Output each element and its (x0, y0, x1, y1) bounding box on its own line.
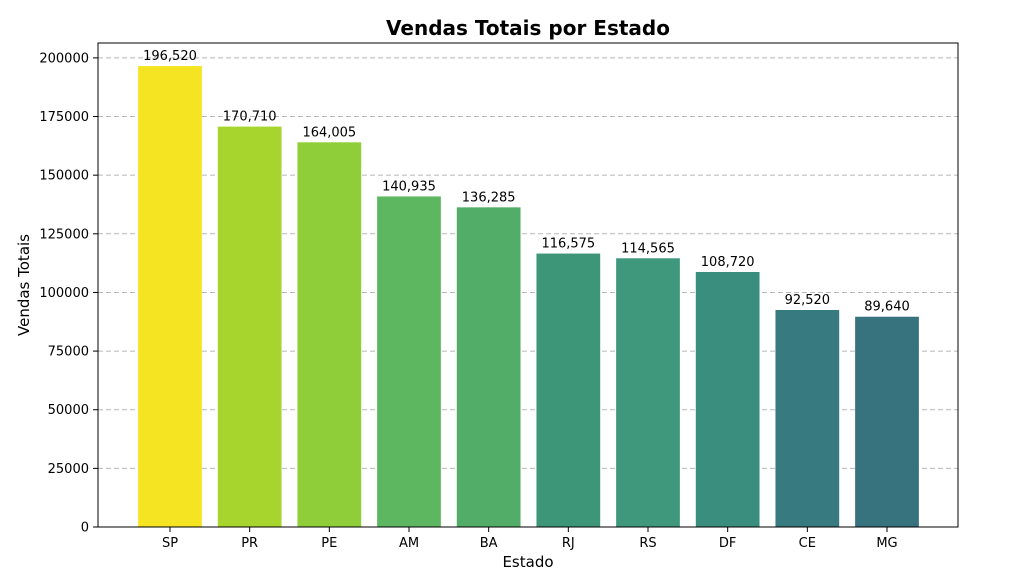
value-label-sp: 196,520 (143, 49, 197, 64)
value-label-am: 140,935 (382, 179, 436, 194)
bar-mg (855, 316, 919, 527)
plot-frame (97, 42, 959, 528)
y-axis-label: Vendas Totais (15, 234, 33, 336)
bar-rs (616, 258, 680, 527)
x-tick-label-ce: CE (799, 536, 816, 551)
y-tick-label: 100000 (39, 286, 89, 301)
x-axis-ticks: SP PR PE AM BA RJ RS DF CE MG (162, 527, 898, 551)
x-tick-label-rs: RS (639, 536, 656, 551)
bar-sp (138, 66, 202, 528)
y-tick-label: 75000 (48, 345, 89, 360)
x-tick-label-mg: MG (876, 536, 897, 551)
value-label-rj: 116,575 (541, 237, 595, 252)
y-tick-label: 0 (81, 521, 89, 536)
y-axis-ticks: 0 25000 50000 75000 100000 125000 150000 175000… (39, 51, 98, 536)
value-label-ce: 92,520 (785, 293, 831, 308)
value-label-pr: 170,710 (223, 110, 277, 125)
x-tick-label-pr: PR (241, 536, 258, 551)
x-tick-label-ba: BA (480, 536, 498, 551)
bar-pe (297, 142, 362, 528)
bar-ce (775, 309, 840, 527)
bar-pr (217, 126, 282, 527)
value-label-ba: 136,285 (462, 190, 516, 205)
bars (138, 66, 919, 528)
x-tick-label-rj: RJ (562, 536, 575, 551)
bar-ba (456, 207, 521, 528)
y-tick-label: 175000 (39, 110, 89, 125)
x-tick-label-pe: PE (321, 536, 337, 551)
value-label-rs: 114,565 (621, 241, 675, 256)
value-label-pe: 164,005 (302, 125, 356, 140)
bar-am (377, 196, 441, 528)
x-tick-label-df: DF (719, 536, 737, 551)
y-tick-label: 200000 (39, 51, 89, 66)
chart-title: Vendas Totais por Estado (386, 16, 670, 40)
y-tick-label: 25000 (48, 462, 89, 477)
y-tick-label: 125000 (39, 227, 89, 242)
y-tick-label: 150000 (39, 169, 89, 184)
bar-df (695, 271, 760, 527)
x-axis-label: Estado (502, 553, 553, 571)
bar-value-labels: 196,520 170,710 164,005 140,935 136,285 116,5… (143, 49, 910, 315)
y-tick-label: 50000 (48, 403, 89, 418)
x-tick-label-sp: SP (162, 536, 178, 551)
x-tick-label-am: AM (399, 536, 419, 551)
bar-rj (536, 253, 601, 527)
value-label-df: 108,720 (701, 255, 755, 270)
value-label-mg: 89,640 (864, 300, 910, 315)
